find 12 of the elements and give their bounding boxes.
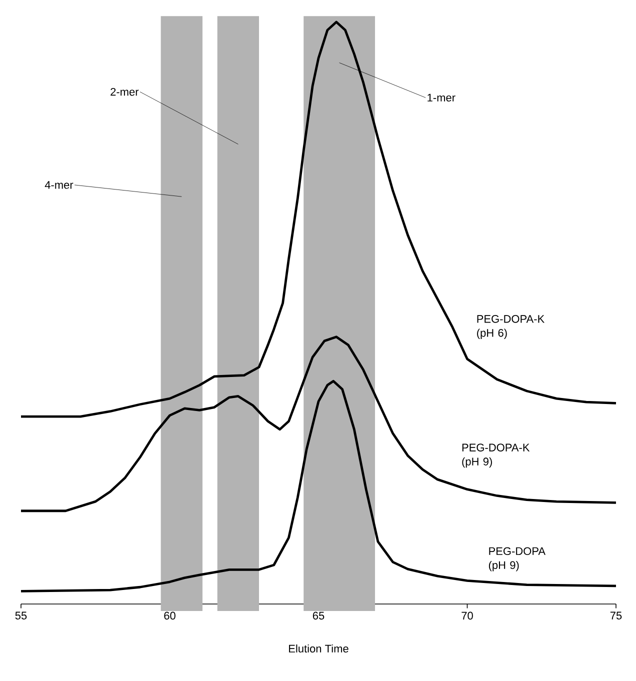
x-tick-label: 65 — [312, 612, 324, 620]
band-label: 4-mer — [44, 181, 74, 189]
x-tick-label: 70 — [462, 612, 473, 620]
series-label: PEG-DOPA-K (pH 6) — [477, 315, 544, 339]
series-label: PEG-DOPA-K (pH 9) — [462, 444, 530, 468]
x-tick-label: 55 — [15, 612, 27, 620]
series-label: PEG-DOPA (pH 9) — [488, 547, 546, 572]
x-axis-title: Elution Time — [289, 644, 348, 653]
band-label: 1-mer — [428, 94, 456, 102]
x-tick-label: 75 — [610, 612, 622, 620]
band-label: 2-mer — [110, 88, 139, 96]
x-tick-label: 60 — [164, 612, 176, 620]
